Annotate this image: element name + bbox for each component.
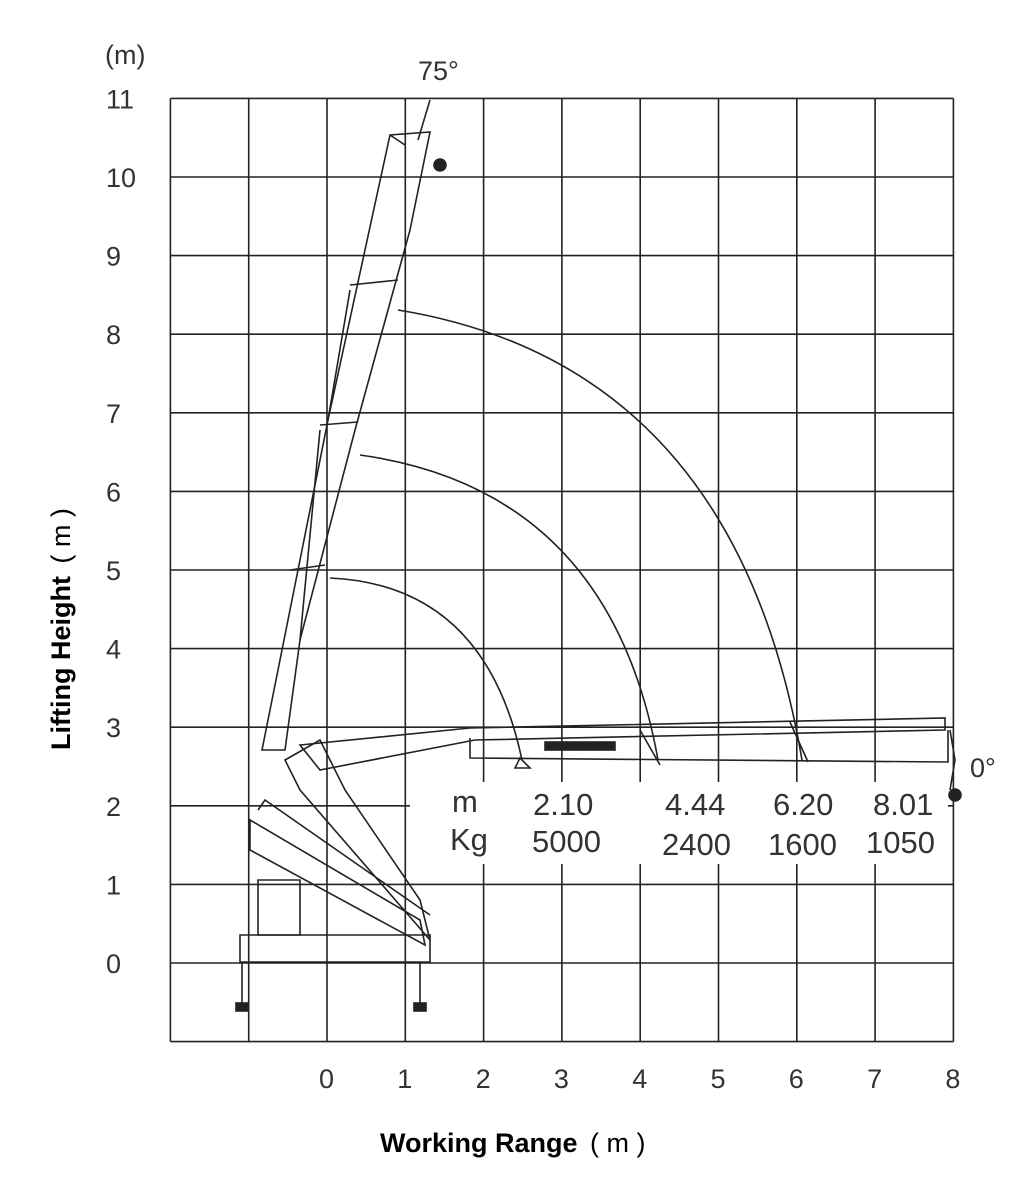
x-tick-label: 6 <box>789 1064 804 1094</box>
outrigger-legs <box>241 962 421 1010</box>
boom-75 <box>261 131 431 751</box>
y-tick-label: 0 <box>106 949 121 979</box>
x-tick-label: 3 <box>554 1064 569 1094</box>
boom-0-label-plate <box>544 741 616 751</box>
stabilizer-arm <box>249 798 431 947</box>
x-tick-label: 8 <box>945 1064 960 1094</box>
angle-0-label: 0° <box>970 753 996 783</box>
y-tick-label: 2 <box>106 792 121 822</box>
grid <box>169 97 955 1043</box>
crane-column <box>283 738 431 941</box>
y-unit-label: (m) <box>105 40 145 70</box>
boom-75-sections <box>289 134 406 571</box>
truck-frame <box>239 934 431 963</box>
tick-labels: 0 1 2 3 4 5 6 7 8 0 1 2 3 4 5 6 7 8 9 10 11 <box>106 84 960 1094</box>
hook-0-icon <box>948 788 962 802</box>
y-tick-label: 6 <box>106 477 121 507</box>
row-label-kg: Kg <box>450 822 488 857</box>
outrigger-foot-right <box>413 1002 427 1012</box>
hook-0-chain <box>949 729 956 791</box>
y-tick-label: 11 <box>106 84 134 114</box>
load-4: 1050 <box>866 825 935 860</box>
y-tick-label: 9 <box>106 242 121 272</box>
boom-0-sections <box>513 721 809 769</box>
x-tick-label: 0 <box>319 1064 334 1094</box>
x-axis-title: Working Range ( m ) <box>380 1128 645 1158</box>
boom-75-inner <box>299 289 351 641</box>
boom-0-lower <box>469 730 949 763</box>
outrigger-foot-left <box>235 1002 249 1012</box>
reach-3: 6.20 <box>773 787 833 822</box>
y-tick-label: 5 <box>106 556 121 586</box>
angle-75-line <box>417 99 431 141</box>
load-2: 2400 <box>662 827 731 862</box>
reach-arc-3 <box>397 309 803 761</box>
reach-arc-1 <box>329 577 523 761</box>
x-tick-label: 4 <box>632 1064 647 1094</box>
reach-4: 8.01 <box>873 787 933 822</box>
y-tick-label: 1 <box>106 870 121 900</box>
row-label-m: m <box>452 784 478 819</box>
boom-0 <box>298 717 946 771</box>
y-axis-title: Lifting Height ( m ) <box>46 508 76 750</box>
reach-arc-2 <box>359 454 659 761</box>
x-tick-label: 5 <box>711 1064 726 1094</box>
reach-2: 4.44 <box>665 787 725 822</box>
y-tick-label: 8 <box>106 320 121 350</box>
load-1: 5000 <box>532 824 601 859</box>
y-tick-label: 4 <box>106 635 121 665</box>
y-tick-label: 10 <box>106 163 136 193</box>
x-tick-label: 1 <box>397 1064 412 1094</box>
y-tick-label: 7 <box>106 399 121 429</box>
hook-75-icon <box>433 158 447 172</box>
y-tick-label: 3 <box>106 713 121 743</box>
reach-1: 2.10 <box>533 787 593 822</box>
table-background <box>410 782 948 864</box>
load-3: 1600 <box>768 827 837 862</box>
x-tick-label: 7 <box>867 1064 882 1094</box>
crane-drawing <box>235 99 962 1012</box>
control-box <box>257 879 301 936</box>
angle-75-label: 75° <box>418 56 459 86</box>
x-tick-label: 2 <box>476 1064 491 1094</box>
